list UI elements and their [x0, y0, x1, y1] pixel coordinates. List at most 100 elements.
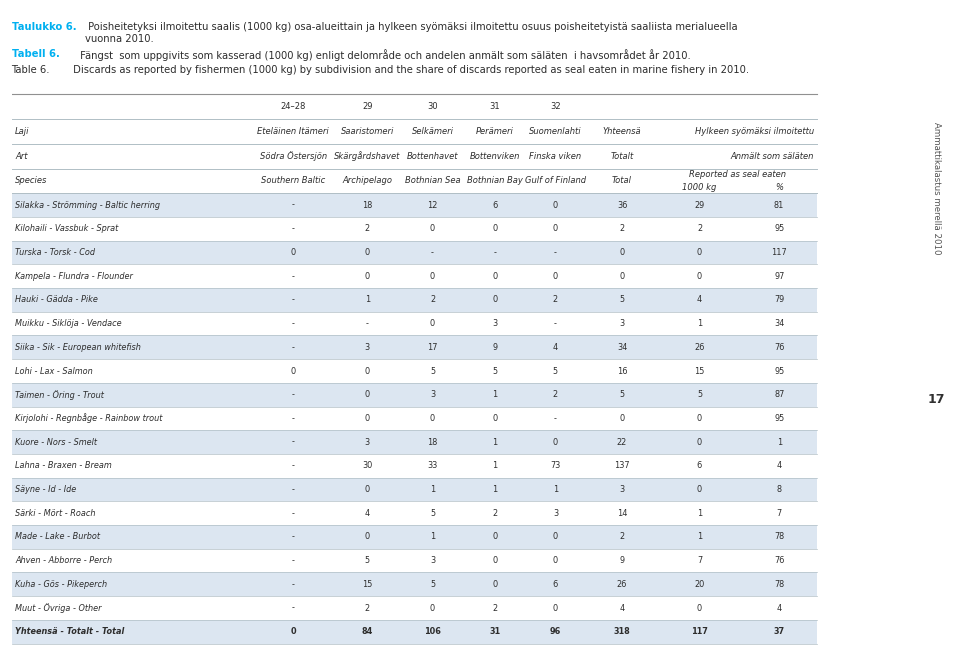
Text: 1000 kg: 1000 kg: [683, 182, 717, 192]
Text: 33: 33: [427, 462, 438, 470]
Text: 3: 3: [619, 319, 625, 328]
Text: 4: 4: [553, 343, 558, 352]
Text: 18: 18: [427, 438, 438, 447]
Text: 2: 2: [492, 509, 497, 518]
Text: Säyne - Id - Ide: Säyne - Id - Ide: [15, 485, 77, 494]
Text: -: -: [554, 414, 557, 423]
Text: 0: 0: [697, 438, 702, 447]
Text: -: -: [292, 224, 295, 233]
Text: Tabell 6.: Tabell 6.: [12, 49, 60, 59]
Text: 30: 30: [362, 462, 372, 470]
Bar: [12, 572, 818, 596]
Text: Total: Total: [612, 176, 632, 186]
Text: -: -: [493, 248, 496, 257]
Text: -: -: [292, 509, 295, 518]
Text: 0: 0: [553, 604, 558, 612]
Text: Species: Species: [15, 176, 47, 186]
Text: 16: 16: [616, 366, 627, 375]
Text: 1: 1: [697, 533, 702, 541]
Text: 0: 0: [430, 604, 435, 612]
Text: 0: 0: [492, 533, 497, 541]
Text: -: -: [292, 438, 295, 447]
Text: Table 6.: Table 6.: [12, 65, 50, 75]
Text: -: -: [292, 604, 295, 612]
Text: 26: 26: [694, 343, 705, 352]
Text: Art: Art: [15, 151, 28, 161]
Text: 0: 0: [553, 533, 558, 541]
Text: 318: 318: [613, 627, 631, 636]
Bar: [12, 193, 818, 217]
Text: 0: 0: [492, 580, 497, 589]
Text: 0: 0: [553, 438, 558, 447]
Text: 73: 73: [550, 462, 561, 470]
Text: 0: 0: [291, 627, 297, 636]
Text: -: -: [292, 462, 295, 470]
Bar: [12, 336, 818, 359]
Text: Kuore - Nors - Smelt: Kuore - Nors - Smelt: [15, 438, 97, 447]
Text: 1: 1: [492, 485, 497, 494]
Text: -: -: [554, 248, 557, 257]
Text: 5: 5: [430, 580, 435, 589]
Text: 9: 9: [619, 556, 625, 565]
Text: Archipelago: Archipelago: [342, 176, 393, 186]
Bar: [12, 430, 818, 454]
Text: 1: 1: [777, 438, 781, 447]
Text: 14: 14: [616, 509, 627, 518]
Bar: [12, 501, 818, 525]
Text: 0: 0: [430, 272, 435, 281]
Text: 1: 1: [492, 390, 497, 399]
Text: 0: 0: [291, 366, 296, 375]
Bar: [12, 454, 818, 478]
Text: Ammattikalastus merellä 2010: Ammattikalastus merellä 2010: [931, 122, 941, 254]
Text: 6: 6: [697, 462, 702, 470]
Text: Särki - Mört - Roach: Särki - Mört - Roach: [15, 509, 96, 518]
Text: 5: 5: [553, 366, 558, 375]
Text: 18: 18: [362, 200, 372, 210]
Text: 17: 17: [927, 393, 945, 406]
Text: %: %: [775, 182, 783, 192]
Text: Yhteensä: Yhteensä: [603, 127, 641, 136]
Text: Saaristomeri: Saaristomeri: [341, 127, 394, 136]
Text: 2: 2: [619, 224, 625, 233]
Text: 4: 4: [619, 604, 625, 612]
Text: 78: 78: [774, 533, 784, 541]
Text: Gulf of Finland: Gulf of Finland: [525, 176, 586, 186]
Text: 31: 31: [490, 103, 500, 111]
Text: 95: 95: [774, 414, 784, 423]
Text: Lahna - Braxen - Bream: Lahna - Braxen - Bream: [15, 462, 112, 470]
Text: 5: 5: [697, 390, 702, 399]
Text: 3: 3: [553, 509, 558, 518]
Text: 34: 34: [617, 343, 627, 352]
Text: Suomenlahti: Suomenlahti: [529, 127, 582, 136]
Text: Siika - Sik - European whitefish: Siika - Sik - European whitefish: [15, 343, 141, 352]
Text: Bothnian Bay: Bothnian Bay: [467, 176, 522, 186]
Text: 8: 8: [777, 485, 781, 494]
Text: 95: 95: [774, 366, 784, 375]
Text: 76: 76: [774, 556, 784, 565]
Text: 12: 12: [427, 200, 438, 210]
Text: -: -: [431, 248, 434, 257]
Text: -: -: [292, 556, 295, 565]
Text: 26: 26: [617, 580, 627, 589]
Text: Reported as seal eaten: Reported as seal eaten: [689, 170, 786, 179]
Text: 9: 9: [492, 343, 497, 352]
Text: 0: 0: [291, 248, 296, 257]
Text: 0: 0: [619, 248, 625, 257]
Text: 7: 7: [697, 556, 702, 565]
Text: 0: 0: [365, 390, 370, 399]
Text: Anmält som säläten: Anmält som säläten: [731, 151, 814, 161]
Text: -: -: [292, 580, 295, 589]
Text: 22: 22: [617, 438, 627, 447]
Text: 0: 0: [553, 272, 558, 281]
Text: -: -: [366, 319, 369, 328]
Text: Taimen - Öring - Trout: Taimen - Öring - Trout: [15, 390, 104, 399]
Text: 5: 5: [430, 509, 435, 518]
Text: -: -: [292, 200, 295, 210]
Text: 1: 1: [492, 462, 497, 470]
Text: 76: 76: [774, 343, 784, 352]
Text: 0: 0: [697, 414, 702, 423]
Text: Lohi - Lax - Salmon: Lohi - Lax - Salmon: [15, 366, 93, 375]
Text: Kuha - Gös - Pikeperch: Kuha - Gös - Pikeperch: [15, 580, 108, 589]
Text: 3: 3: [365, 343, 370, 352]
Text: -: -: [292, 390, 295, 399]
